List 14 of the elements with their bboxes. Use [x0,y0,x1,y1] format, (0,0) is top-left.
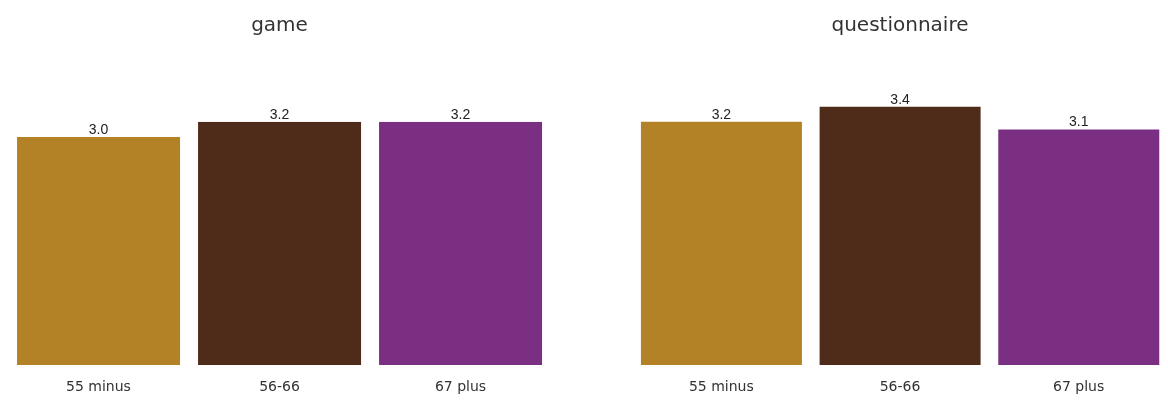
x-tick-label: 55 minus [688,377,754,394]
x-tick-label: 56-66 [879,377,921,394]
x-tick-label: 67 plus [434,377,487,394]
data-label: 3.2 [269,105,290,122]
chart-title: game [250,12,309,36]
x-tick-label: 67 plus [1053,377,1105,394]
x-tick-label: 55 minus [66,377,131,394]
chart-title: questionnaire [830,12,970,36]
data-label: 3.4 [890,90,911,107]
x-tick-label: 56-66 [259,377,300,394]
data-label: 3.2 [450,105,471,122]
data-label: 3.1 [1069,113,1089,130]
data-label: 3.0 [88,121,109,137]
data-label: 3.2 [711,105,732,122]
